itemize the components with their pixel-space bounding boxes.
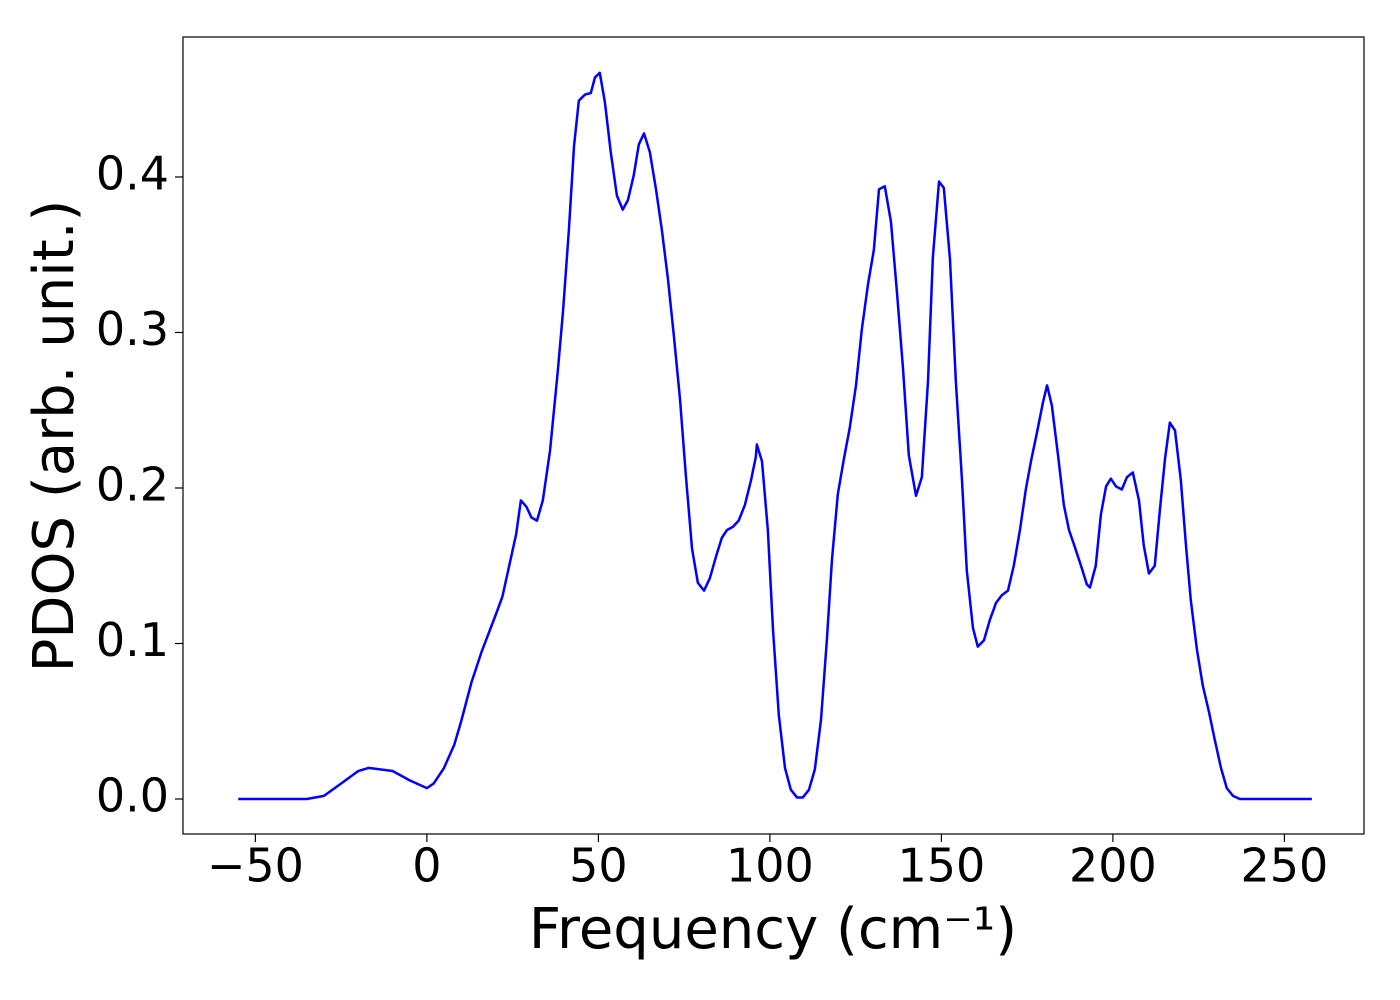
y-tick-label: 0.4 <box>96 146 169 200</box>
y-tick-label: 0.0 <box>96 769 169 823</box>
y-axis-label: PDOS (arb. unit.) <box>22 200 87 673</box>
x-tick-label: 100 <box>726 839 814 893</box>
y-tick-label: 0.1 <box>96 613 169 667</box>
x-tick-label: 0 <box>412 839 441 893</box>
y-tick-label: 0.3 <box>96 302 169 356</box>
x-tick-label: 250 <box>1241 839 1329 893</box>
plot-frame <box>182 36 1365 835</box>
x-tick-label: 200 <box>1069 839 1157 893</box>
data-line <box>238 71 1312 801</box>
x-tick-label: −50 <box>207 839 304 893</box>
x-tick-label: 50 <box>569 839 628 893</box>
x-tick-label: 150 <box>897 839 985 893</box>
x-axis-label: Frequency (cm⁻¹) <box>529 897 1017 962</box>
y-tick-label: 0.2 <box>96 457 169 511</box>
